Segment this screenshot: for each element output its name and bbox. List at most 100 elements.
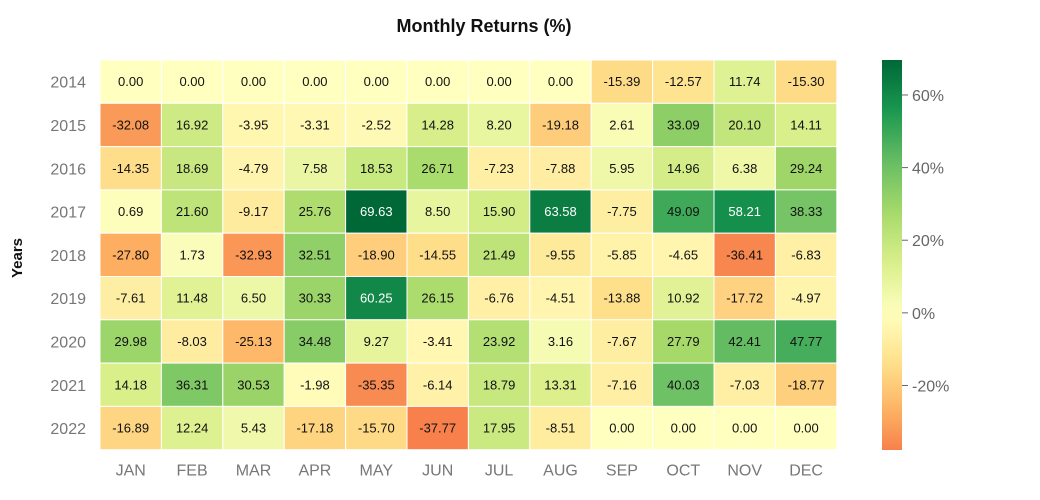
heatmap-cell-label: 18.69 <box>176 161 209 176</box>
heatmap-cell-label: -13.88 <box>603 291 640 306</box>
heatmap-cell-label: 40.03 <box>667 377 700 392</box>
heatmap-cell-label: 21.60 <box>176 204 209 219</box>
heatmap-cell-2014-OCT <box>652 59 715 104</box>
heatmap-cell-label: -3.31 <box>300 117 330 132</box>
heatmap-cell-label: -18.77 <box>788 377 825 392</box>
heatmap-cell-label: -14.55 <box>419 247 456 262</box>
heatmap-cell-2016-APR <box>283 146 347 191</box>
heatmap-cell-2016-DEC <box>774 146 838 191</box>
colorbar-tick-label: 0% <box>912 306 935 323</box>
heatmap-cell-label: 30.33 <box>299 291 332 306</box>
heatmap-cell-2022-JUN <box>406 405 469 451</box>
heatmap-cell-2018-JUL <box>467 232 531 277</box>
heatmap-cell-label: -3.95 <box>239 117 269 132</box>
heatmap-cell-2017-APR <box>283 189 347 234</box>
heatmap-cell-label: -25.13 <box>235 334 272 349</box>
heatmap-cell-2019-AUG <box>529 276 592 321</box>
heatmap-cell-label: 47.77 <box>790 334 823 349</box>
heatmap-cell-2020-MAR <box>222 319 285 364</box>
heatmap-cell-2020-JUN <box>406 319 469 364</box>
y-tick-label-2014: 2014 <box>50 75 86 92</box>
heatmap-cell-label: 63.58 <box>544 204 577 219</box>
heatmap-cell-2021-DEC <box>774 362 838 407</box>
heatmap-cell-2018-FEB <box>160 232 224 277</box>
heatmap-cell-label: 0.00 <box>732 421 757 436</box>
x-tick-label-dec: DEC <box>789 463 823 480</box>
heatmap-cell-label: 12.24 <box>176 421 209 436</box>
x-tick-label-jun: JUN <box>422 463 453 480</box>
heatmap-cell-label: -8.51 <box>546 421 576 436</box>
y-tick-label-2017: 2017 <box>50 205 86 222</box>
heatmap-cell-label: 1.73 <box>179 247 204 262</box>
heatmap-cell-2022-JAN <box>99 405 162 451</box>
heatmap-cell-2019-JUN <box>406 276 469 321</box>
heatmap-cell-label: 0.00 <box>118 74 143 89</box>
heatmap-cell-label: 49.09 <box>667 204 700 219</box>
heatmap-cell-2018-AUG <box>529 232 592 277</box>
heatmap-cell-2014-FEB <box>160 59 224 104</box>
heatmap-cell-2015-MAY <box>345 102 408 148</box>
heatmap-cell-label: 18.53 <box>360 161 393 176</box>
heatmap-cell-2021-APR <box>283 362 347 407</box>
x-tick-label-mar: MAR <box>236 463 272 480</box>
heatmap-cell-label: 32.51 <box>299 247 332 262</box>
heatmap-cell-label: -6.83 <box>791 247 821 262</box>
x-tick-label-jul: JUL <box>485 463 514 480</box>
heatmap-cell-label: -15.30 <box>788 74 825 89</box>
heatmap-cell-label: 23.92 <box>483 334 516 349</box>
heatmap-cell-2017-SEP <box>590 189 654 234</box>
heatmap-cell-label: 29.98 <box>114 334 147 349</box>
heatmap-cell-label: 60.25 <box>360 291 393 306</box>
heatmap-cell-label: 38.33 <box>790 204 823 219</box>
heatmap-cell-label: 16.92 <box>176 117 209 132</box>
heatmap-cell-label: -7.23 <box>484 161 514 176</box>
heatmap-cell-label: -7.88 <box>546 161 576 176</box>
heatmap-cell-2016-MAR <box>222 146 285 191</box>
heatmap-cell-label: 36.31 <box>176 377 209 392</box>
heatmap-cell-label: 13.31 <box>544 377 577 392</box>
colorbar: -20% 0% 20% 40% 60% <box>882 60 949 450</box>
heatmap-cell-2017-JAN <box>99 189 162 234</box>
heatmap-cell-2020-JAN <box>99 319 162 364</box>
heatmap-cell-2017-OCT <box>652 189 715 234</box>
heatmap-cell-label: 14.96 <box>667 161 700 176</box>
heatmap-cell-2018-JUN <box>406 232 469 277</box>
heatmap-cell-2021-MAR <box>222 362 285 407</box>
heatmap-cell-label: 20.10 <box>728 117 761 132</box>
heatmap-cell-2022-NOV <box>713 405 776 451</box>
heatmap-cell-2015-AUG <box>529 102 592 148</box>
heatmap-cell-2015-SEP <box>590 102 654 148</box>
heatmap-cell-label: -4.65 <box>668 247 698 262</box>
heatmap-cell-2014-MAR <box>222 59 285 104</box>
heatmap-cell-label: -2.52 <box>361 117 391 132</box>
heatmap-cell-2018-JAN <box>99 232 162 277</box>
heatmap-cell-2018-MAR <box>222 232 285 277</box>
colorbar-tick-label: 60% <box>912 88 944 105</box>
heatmap-cell-label: -15.39 <box>603 74 640 89</box>
heatmap-cell-label: -4.97 <box>791 291 821 306</box>
heatmap-cell-2020-APR <box>283 319 347 364</box>
heatmap-cell-2014-AUG <box>529 59 592 104</box>
heatmap-cell-label: 21.49 <box>483 247 516 262</box>
heatmap-cell-label: -7.16 <box>607 377 637 392</box>
heatmap-cell-2019-OCT <box>652 276 715 321</box>
heatmap-cell-2021-JUL <box>467 362 531 407</box>
colorbar-tick-label: 20% <box>912 233 944 250</box>
colorbar-tick-label: -20% <box>912 378 949 395</box>
y-tick-label-2022: 2022 <box>50 421 86 438</box>
y-tick-label-2019: 2019 <box>50 291 86 308</box>
heatmap-cell-label: 0.00 <box>364 74 389 89</box>
heatmap-cell-label: 7.58 <box>302 161 327 176</box>
heatmap-cell-2020-DEC <box>774 319 838 364</box>
heatmap-cell-2022-DEC <box>774 405 838 451</box>
heatmap-cell-2015-JUL <box>467 102 531 148</box>
heatmap-cell-label: 0.00 <box>609 421 634 436</box>
x-tick-label-aug: AUG <box>543 463 578 480</box>
heatmap-cell-2017-NOV <box>713 189 776 234</box>
heatmap-cell-label: 58.21 <box>728 204 761 219</box>
heatmap-cell-2022-MAR <box>222 405 285 451</box>
heatmap-cell-label: 0.00 <box>425 74 450 89</box>
heatmap-cell-label: 18.79 <box>483 377 516 392</box>
heatmap-cell-label: 27.79 <box>667 334 700 349</box>
y-tick-label-2021: 2021 <box>50 378 86 395</box>
